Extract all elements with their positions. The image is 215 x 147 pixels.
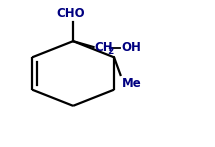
Text: 2: 2	[107, 46, 113, 56]
Text: CHO: CHO	[57, 7, 85, 20]
Text: OH: OH	[121, 41, 141, 54]
Text: CH: CH	[95, 41, 113, 54]
Text: Me: Me	[122, 77, 141, 90]
